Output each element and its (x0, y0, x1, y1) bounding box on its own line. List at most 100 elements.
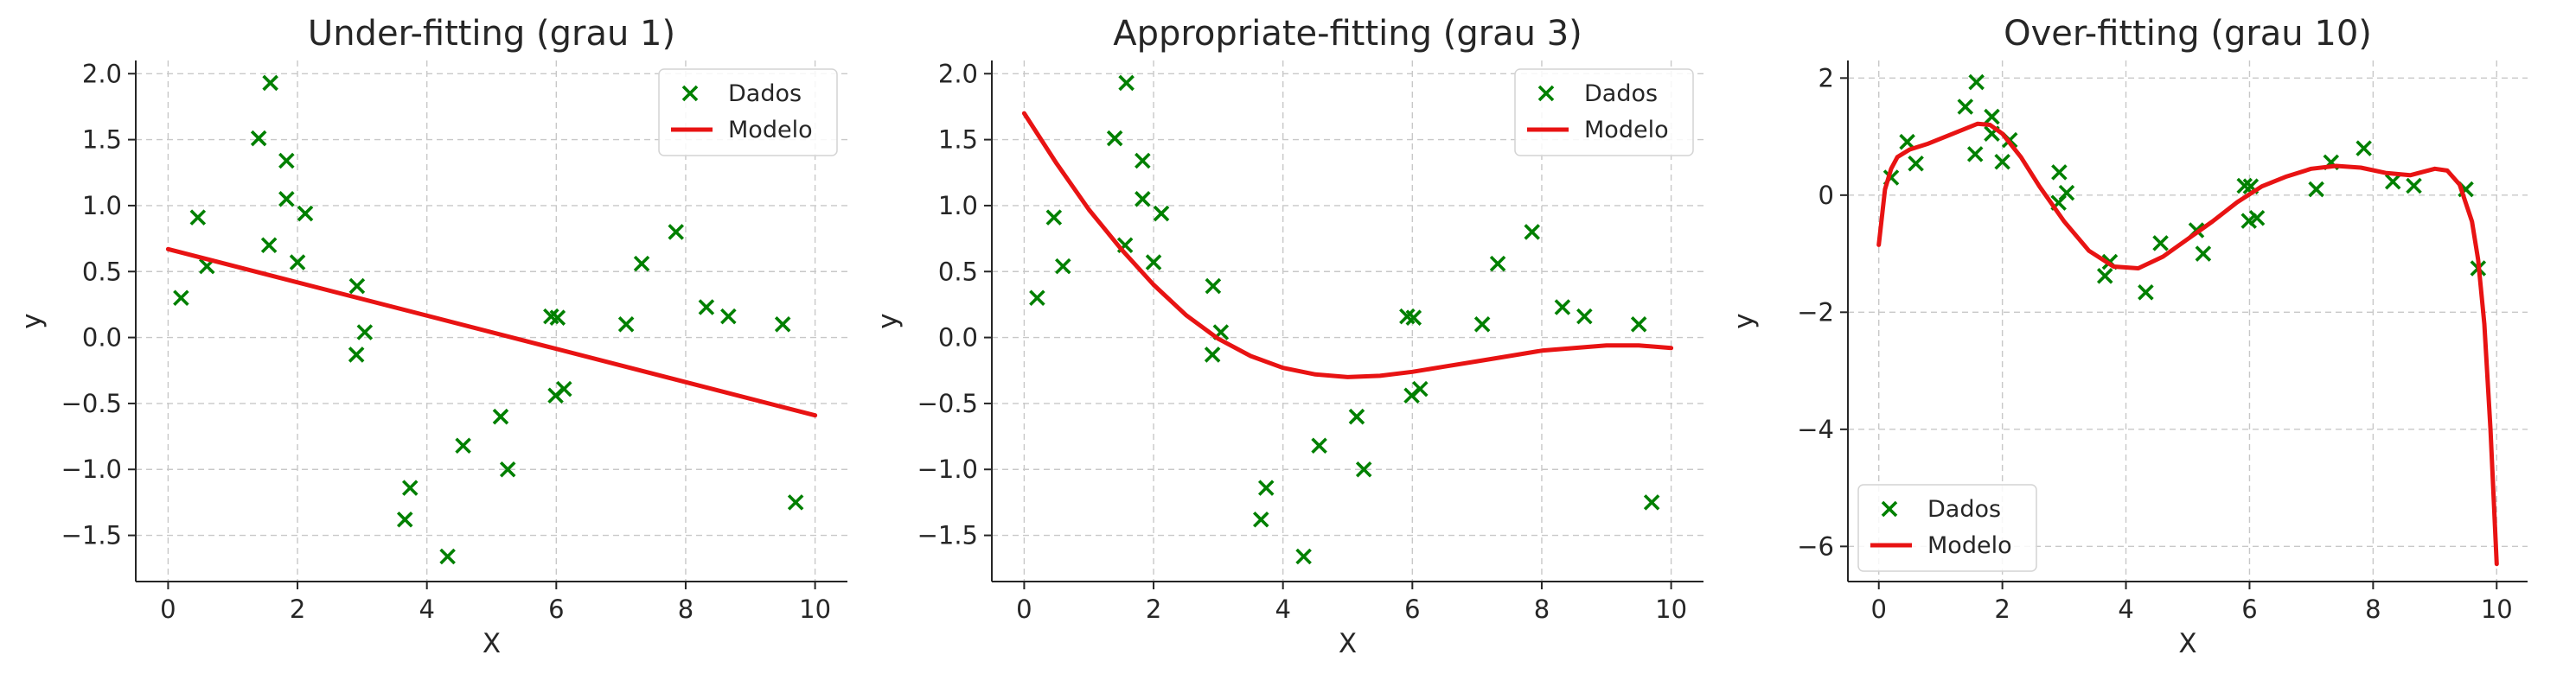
subplot-2: 0 2 4 6 8 10 −1.5 −1.0 −0.5 0.0 0.5 1.0 1.5 2.0 Approp… (873, 14, 1703, 659)
data-point (2248, 209, 2266, 226)
model-line (1876, 121, 2499, 567)
legend-label-modelo: Modelo (728, 117, 813, 143)
data-point (2236, 177, 2253, 194)
data-point-stroke (499, 461, 516, 478)
data-point-stroke (1966, 146, 1984, 162)
data-point (1355, 461, 1372, 478)
x-tick-label: 4 (2118, 595, 2133, 624)
data-point-stroke (1899, 133, 1915, 150)
legend-label-dados: Dados (728, 80, 802, 107)
legend-marker-dados (1537, 85, 1555, 102)
data-point (1106, 130, 1123, 147)
y-tick-label: 1.0 (938, 191, 978, 220)
x-tick-label: 4 (419, 595, 434, 624)
data-point (289, 254, 306, 270)
data-point-stroke (1643, 494, 1660, 511)
data-point-stroke (2152, 235, 2169, 251)
data-point (1630, 316, 1647, 333)
data-point-stroke (1295, 548, 1312, 565)
data-point (1252, 511, 1269, 528)
data-point (1295, 548, 1312, 565)
y-tick-label: 2 (1819, 63, 1834, 92)
data-point (698, 299, 715, 315)
data-point-stroke (173, 289, 189, 307)
y-tick-label: −0.5 (917, 389, 978, 418)
x-axis-label: X (1339, 628, 1357, 659)
data-point (401, 480, 419, 496)
data-point-stroke (720, 308, 737, 325)
data-point-stroke (556, 380, 572, 397)
data-point (2195, 245, 2212, 262)
data-point (348, 347, 365, 363)
data-point-stroke (250, 130, 267, 147)
data-point-stroke (2248, 209, 2266, 226)
data-point-stroke (260, 237, 278, 253)
data-point-stroke (396, 511, 413, 528)
chart-title: Under-fitting (grau 1) (308, 14, 675, 54)
data-point-stroke (1029, 289, 1045, 307)
data-point-stroke (633, 255, 650, 272)
data-point-stroke (1135, 152, 1151, 169)
data-point (1968, 73, 1985, 91)
data-point (1348, 408, 1365, 425)
legend-marker-dados (1881, 500, 1898, 518)
data-point-stroke (1957, 99, 1974, 115)
data-point-stroke (1348, 408, 1365, 425)
data-point (1524, 224, 1541, 240)
data-point-stroke (1311, 437, 1327, 455)
data-point-stroke (297, 205, 314, 222)
data-point-stroke (1106, 130, 1123, 147)
legend-label-modelo: Modelo (1584, 117, 1669, 143)
data-point (556, 380, 572, 397)
subplot-3: 0 2 4 6 8 10 −6 −4 −2 0 2 Over-fitting (grau 10) Xy D… (1729, 14, 2528, 659)
y-tick-label: −1.0 (917, 455, 978, 484)
data-point (1118, 74, 1135, 92)
data-point-stroke (439, 548, 456, 565)
data-point-stroke (1984, 108, 2000, 125)
model-line (1021, 111, 1674, 379)
legend-label-modelo: Modelo (1927, 532, 2012, 559)
y-tick-label: 1.5 (938, 125, 978, 155)
data-point-stroke (189, 209, 207, 226)
y-tick-label: 1.5 (82, 125, 122, 155)
data-point (262, 74, 278, 92)
data-point-stroke (1405, 309, 1422, 326)
x-tick-label: 6 (2241, 595, 2257, 624)
data-point (1405, 309, 1422, 326)
data-point (492, 408, 509, 425)
y-axis-label: y (1729, 313, 1760, 328)
data-point-stroke (2308, 181, 2324, 198)
data-point-stroke (348, 347, 365, 363)
data-point (617, 316, 635, 333)
data-point-stroke (1994, 153, 2010, 170)
data-point-stroke (1257, 480, 1275, 496)
x-tick-label: 8 (2365, 595, 2381, 624)
data-point-stroke (774, 316, 791, 333)
data-point-stroke (617, 316, 635, 333)
x-tick-label: 0 (160, 595, 176, 624)
data-point (1576, 308, 1593, 325)
data-point (2406, 177, 2422, 194)
data-point (278, 191, 295, 207)
data-point (1135, 191, 1151, 207)
data-point (1554, 299, 1571, 315)
y-tick-label: −0.5 (61, 389, 122, 418)
data-point-stroke (1145, 254, 1162, 270)
data-point (2152, 235, 2169, 251)
data-point (2096, 268, 2113, 284)
data-point (1204, 347, 1221, 363)
data-point-stroke (549, 309, 566, 326)
data-point (720, 308, 737, 325)
legend-box (1857, 484, 2037, 572)
data-point (297, 205, 314, 222)
data-point (189, 209, 207, 226)
y-tick-label: −1.0 (61, 455, 122, 484)
data-point-stroke (289, 254, 306, 270)
legend: Dados Modelo (658, 68, 838, 156)
x-tick-label: 10 (799, 595, 831, 624)
data-point-stroke (2242, 178, 2260, 194)
data-point (1412, 380, 1429, 397)
legend-marker-dados (681, 85, 699, 102)
x-tick-label: 10 (1655, 595, 1687, 624)
data-point-stroke (668, 224, 685, 240)
